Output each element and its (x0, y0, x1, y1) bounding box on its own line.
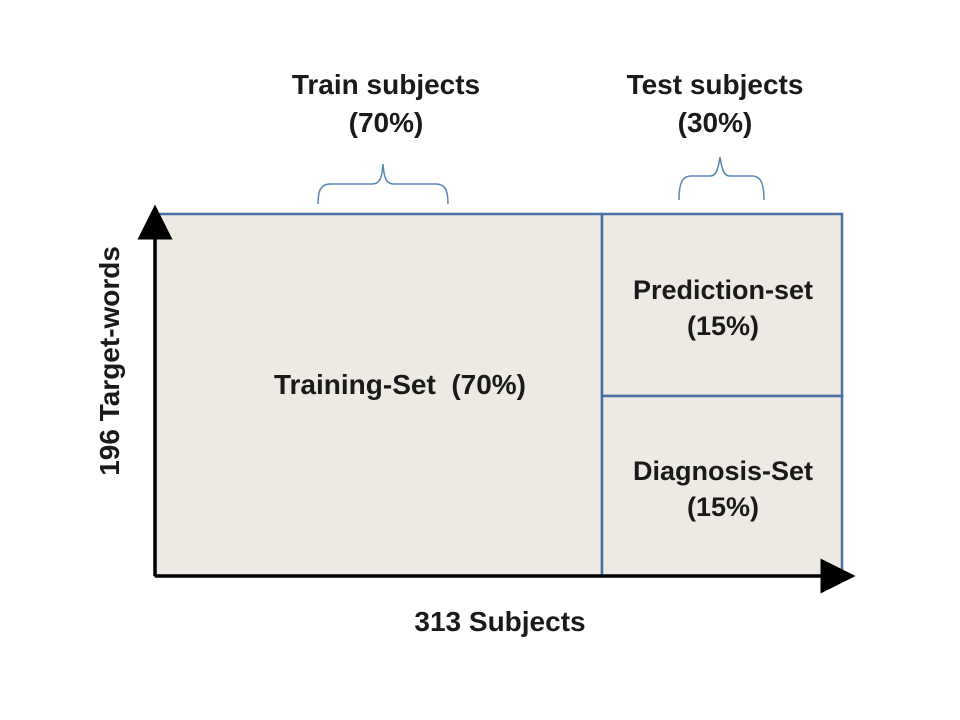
x-axis-label: 313 Subjects (414, 606, 586, 637)
train-subjects-brace (317, 163, 449, 205)
prediction-set-region (600, 212, 844, 398)
test-subjects-brace (678, 156, 765, 201)
diagnosis-set-region (600, 394, 844, 578)
diagnosis-set-percent: (15%) (686, 492, 760, 523)
test-subjects-label: Test subjects (30%) (600, 66, 830, 142)
diagnosis-set-title: Diagnosis-Set (632, 456, 814, 486)
train-subjects-title: Train subjects (291, 69, 481, 100)
prediction-set-label: Prediction-set (15%) (604, 272, 842, 345)
training-set-label: Training-Set (70%) (273, 369, 527, 400)
train-subjects-percent: (70%) (348, 106, 424, 138)
test-subjects-percent: (30%) (677, 106, 753, 138)
training-set-region (153, 212, 604, 578)
prediction-set-percent: (15%) (686, 311, 760, 342)
train-subjects-label: Train subjects (70%) (266, 66, 506, 142)
prediction-set-title: Prediction-set (632, 275, 814, 305)
diagnosis-set-label: Diagnosis-Set (15%) (604, 453, 842, 526)
test-subjects-title: Test subjects (626, 69, 804, 100)
y-axis-label: 196 Target-words (94, 246, 126, 476)
